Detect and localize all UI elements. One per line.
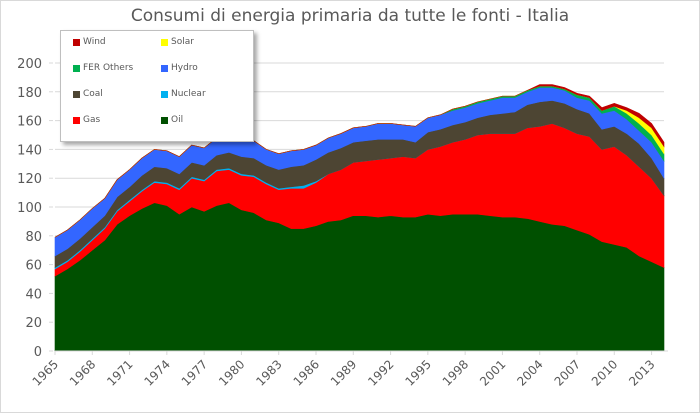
legend-item-fer-others: FER Others [73,63,133,73]
x-tick-label: 1995 [402,357,433,388]
x-tick-label: 1992 [365,357,396,388]
legend-label: Nuclear [171,89,206,99]
x-tick-label: 2013 [626,357,657,388]
x-tick-label: 2007 [552,357,583,388]
x-tick-label: 1968 [67,357,98,388]
legend-label: Hydro [171,63,198,73]
y-tick-label: 120 [17,172,42,187]
x-tick-label: 2010 [589,357,620,388]
y-tick-label: 0 [34,345,42,360]
y-tick-label: 60 [25,259,42,274]
x-tick-label: 1974 [141,357,172,388]
legend-label: Wind [83,37,106,47]
legend-swatch [73,64,80,72]
legend-item-hydro: Hydro [161,63,198,73]
y-tick-label: 200 [17,57,42,72]
legend-swatch [161,90,168,98]
legend-item-wind: Wind [73,37,106,47]
legend-label: FER Others [83,63,134,73]
chart-title: Consumi di energia primaria da tutte le … [130,6,570,26]
x-tick-label: 1986 [291,357,322,388]
y-tick-label: 80 [25,230,42,245]
legend-swatch [73,90,80,98]
y-tick-label: 100 [17,201,42,216]
x-tick-label: 1971 [104,357,135,388]
legend-swatch [161,116,168,124]
legend-label: Oil [171,115,184,125]
y-tick-label: 20 [25,316,42,331]
x-tick-label: 1980 [216,357,247,388]
legend-item-oil: Oil [161,115,183,125]
x-tick-label: 1983 [253,357,284,388]
x-tick-label: 1977 [179,357,210,388]
y-tick-label: 140 [17,143,42,158]
x-tick-label: 1989 [328,357,359,388]
legend-item-gas: Gas [73,115,100,125]
legend-label: Gas [83,115,101,125]
x-tick-label: 1998 [440,357,471,388]
chart-legend: Wind Solar FER Others Hydro Coal Nuclear Gas Oi… [60,30,254,142]
legend-label: Coal [83,89,103,99]
area-wind [54,84,665,238]
x-tick-label: 1965 [30,357,61,388]
x-tick-label: 2001 [477,357,508,388]
legend-swatch [73,116,80,124]
legend-item-solar: Solar [161,37,194,47]
legend-item-nuclear: Nuclear [161,89,206,99]
y-tick-label: 180 [17,86,42,101]
legend-swatch [161,64,168,72]
legend-item-coal: Coal [73,89,103,99]
legend-swatch [73,38,80,46]
y-tick-label: 40 [25,287,42,302]
x-tick-label: 2004 [514,357,545,388]
legend-swatch [161,38,168,46]
legend-label: Solar [171,37,194,47]
y-tick-label: 160 [17,115,42,130]
